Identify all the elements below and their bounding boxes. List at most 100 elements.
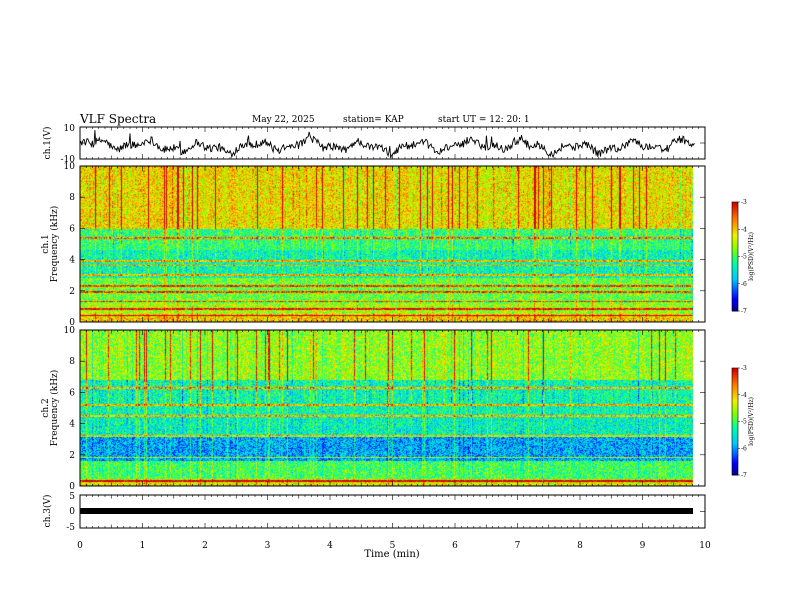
ch3-ytick-top: 5 (69, 492, 75, 502)
colorbar-tick-label: -6 (741, 445, 747, 452)
y-tick-label: 2 (69, 287, 75, 297)
ch1-frequency-ylabel: Frequency (kHz) (49, 206, 60, 283)
colorbar-segment (732, 444, 738, 447)
colorbar-segment (732, 417, 738, 421)
ch1-waveform-ticks (79, 127, 706, 159)
colorbar-tick-label: -4 (741, 392, 747, 399)
colorbar-segment (732, 229, 738, 232)
colorbar-segment (732, 301, 738, 305)
chart-title: VLF Spectra (79, 112, 156, 126)
colorbar-segment (732, 469, 738, 472)
colorbar-segment (732, 211, 738, 214)
colorbar-segment (732, 389, 738, 392)
colorbar-segment (732, 473, 738, 476)
colorbar-segment (732, 375, 738, 378)
x-tick-label: 3 (265, 541, 271, 551)
colorbar-segment (732, 433, 738, 437)
colorbar-segment (732, 307, 738, 310)
colorbar-tick-label: -7 (741, 472, 747, 479)
x-tick-labels: 0 1 2 3 4 5 6 7 8 9 10 (77, 541, 711, 551)
x-tick-label: 9 (640, 541, 646, 551)
colorbar-segment (732, 423, 738, 426)
colorbar-segment (732, 241, 738, 245)
y-tick-label: 8 (69, 193, 75, 203)
colorbar-segment (732, 291, 738, 294)
colorbar-segment (732, 450, 738, 453)
colorbar-segment (732, 442, 738, 446)
colorbar-segment (732, 373, 738, 376)
colorbar-segment (732, 252, 738, 256)
y-tick-label: 0 (69, 482, 75, 492)
colorbar-segment (732, 462, 738, 465)
colorbar-segment (732, 403, 738, 406)
colorbar-segment (732, 207, 738, 210)
colorbar-segment (732, 234, 738, 238)
colorbar-segment (732, 398, 738, 401)
colorbar-segment (732, 247, 738, 250)
colorbar-segment (732, 453, 738, 456)
colorbar-tick-label: -5 (741, 419, 747, 426)
colorbar-segment (732, 437, 738, 440)
colorbar-segment (732, 432, 738, 435)
colorbar-segment (732, 305, 738, 308)
colorbar-segment (732, 396, 738, 399)
colorbar-segment (732, 464, 738, 467)
colorbar-segment (732, 421, 738, 424)
colorbar-segment (732, 221, 738, 225)
ch1-waveform-line (79, 130, 695, 159)
ch2-spectrogram-ylabel: ch.2 (41, 398, 51, 417)
colorbar-segment (732, 218, 738, 221)
colorbar-segment (732, 435, 738, 439)
ch1-spectrogram-ylabel: ch.1 (41, 234, 51, 253)
colorbar-segment (732, 205, 738, 208)
colorbar-segment (732, 236, 738, 239)
y-tick-label: 2 (69, 451, 75, 461)
colorbar-label: log(PSD)(V²/Hz) (748, 397, 755, 446)
colorbar-segment (732, 376, 738, 380)
x-tick-label: 2 (202, 541, 208, 551)
start-time-label: start UT = 12: 20: 1 (438, 115, 530, 125)
y-tick-label: 10 (64, 326, 76, 336)
colorbar-segment (732, 294, 738, 297)
colorbar-segment (732, 368, 738, 371)
colorbar-segment (732, 298, 738, 301)
ch1-spectrogram-ticks (79, 165, 706, 323)
colorbar-segment (732, 243, 738, 247)
colorbar-segment (732, 209, 738, 212)
colorbar-segment (732, 428, 738, 431)
colorbar-segment (732, 292, 738, 296)
colorbar-segment (732, 400, 738, 403)
x-tick-label: 8 (577, 541, 583, 551)
colorbar-segment (732, 274, 738, 277)
colorbar-segment (732, 382, 738, 385)
colorbar-segment (732, 223, 738, 227)
colorbar-segment (732, 265, 738, 268)
ch3-ytick-mid: 0 (69, 507, 75, 517)
colorbar-tick-label: -5 (741, 254, 747, 261)
colorbar-segment (732, 269, 738, 272)
colorbar-segment (732, 249, 738, 252)
colorbar-segment (732, 240, 738, 243)
ch3-waveform-band (80, 508, 693, 514)
colorbar-segment (732, 401, 738, 405)
colorbar-segment (732, 214, 738, 218)
ch1-ytick-top: 10 (64, 124, 76, 134)
colorbar-segment (732, 283, 738, 287)
station-label: station= KAP (343, 115, 404, 125)
colorbar-segment (732, 455, 738, 458)
x-tick-label: 5 (390, 541, 396, 551)
colorbar-segment (732, 254, 738, 257)
colorbar-segment (732, 439, 738, 442)
colorbar-segment (732, 460, 738, 464)
x-tick-label: 10 (699, 541, 711, 551)
colorbar-segment (732, 405, 738, 408)
ch2-colorbar: -3 -4 -5 -6 -7 log(PSD)(V²/Hz) (731, 365, 755, 479)
colorbar-segment (732, 371, 738, 374)
x-axis-label: Time (min) (364, 549, 419, 560)
ch2-spectrogram-heatmap (80, 330, 693, 486)
colorbar-segment (732, 467, 738, 471)
ch2-spectrogram-panel: 0 2 4 6 8 10 ch.2 Frequency (kHz) -3 -4 -5 -6 -7 l… (41, 326, 755, 492)
colorbar-tick-label: -3 (741, 365, 747, 372)
